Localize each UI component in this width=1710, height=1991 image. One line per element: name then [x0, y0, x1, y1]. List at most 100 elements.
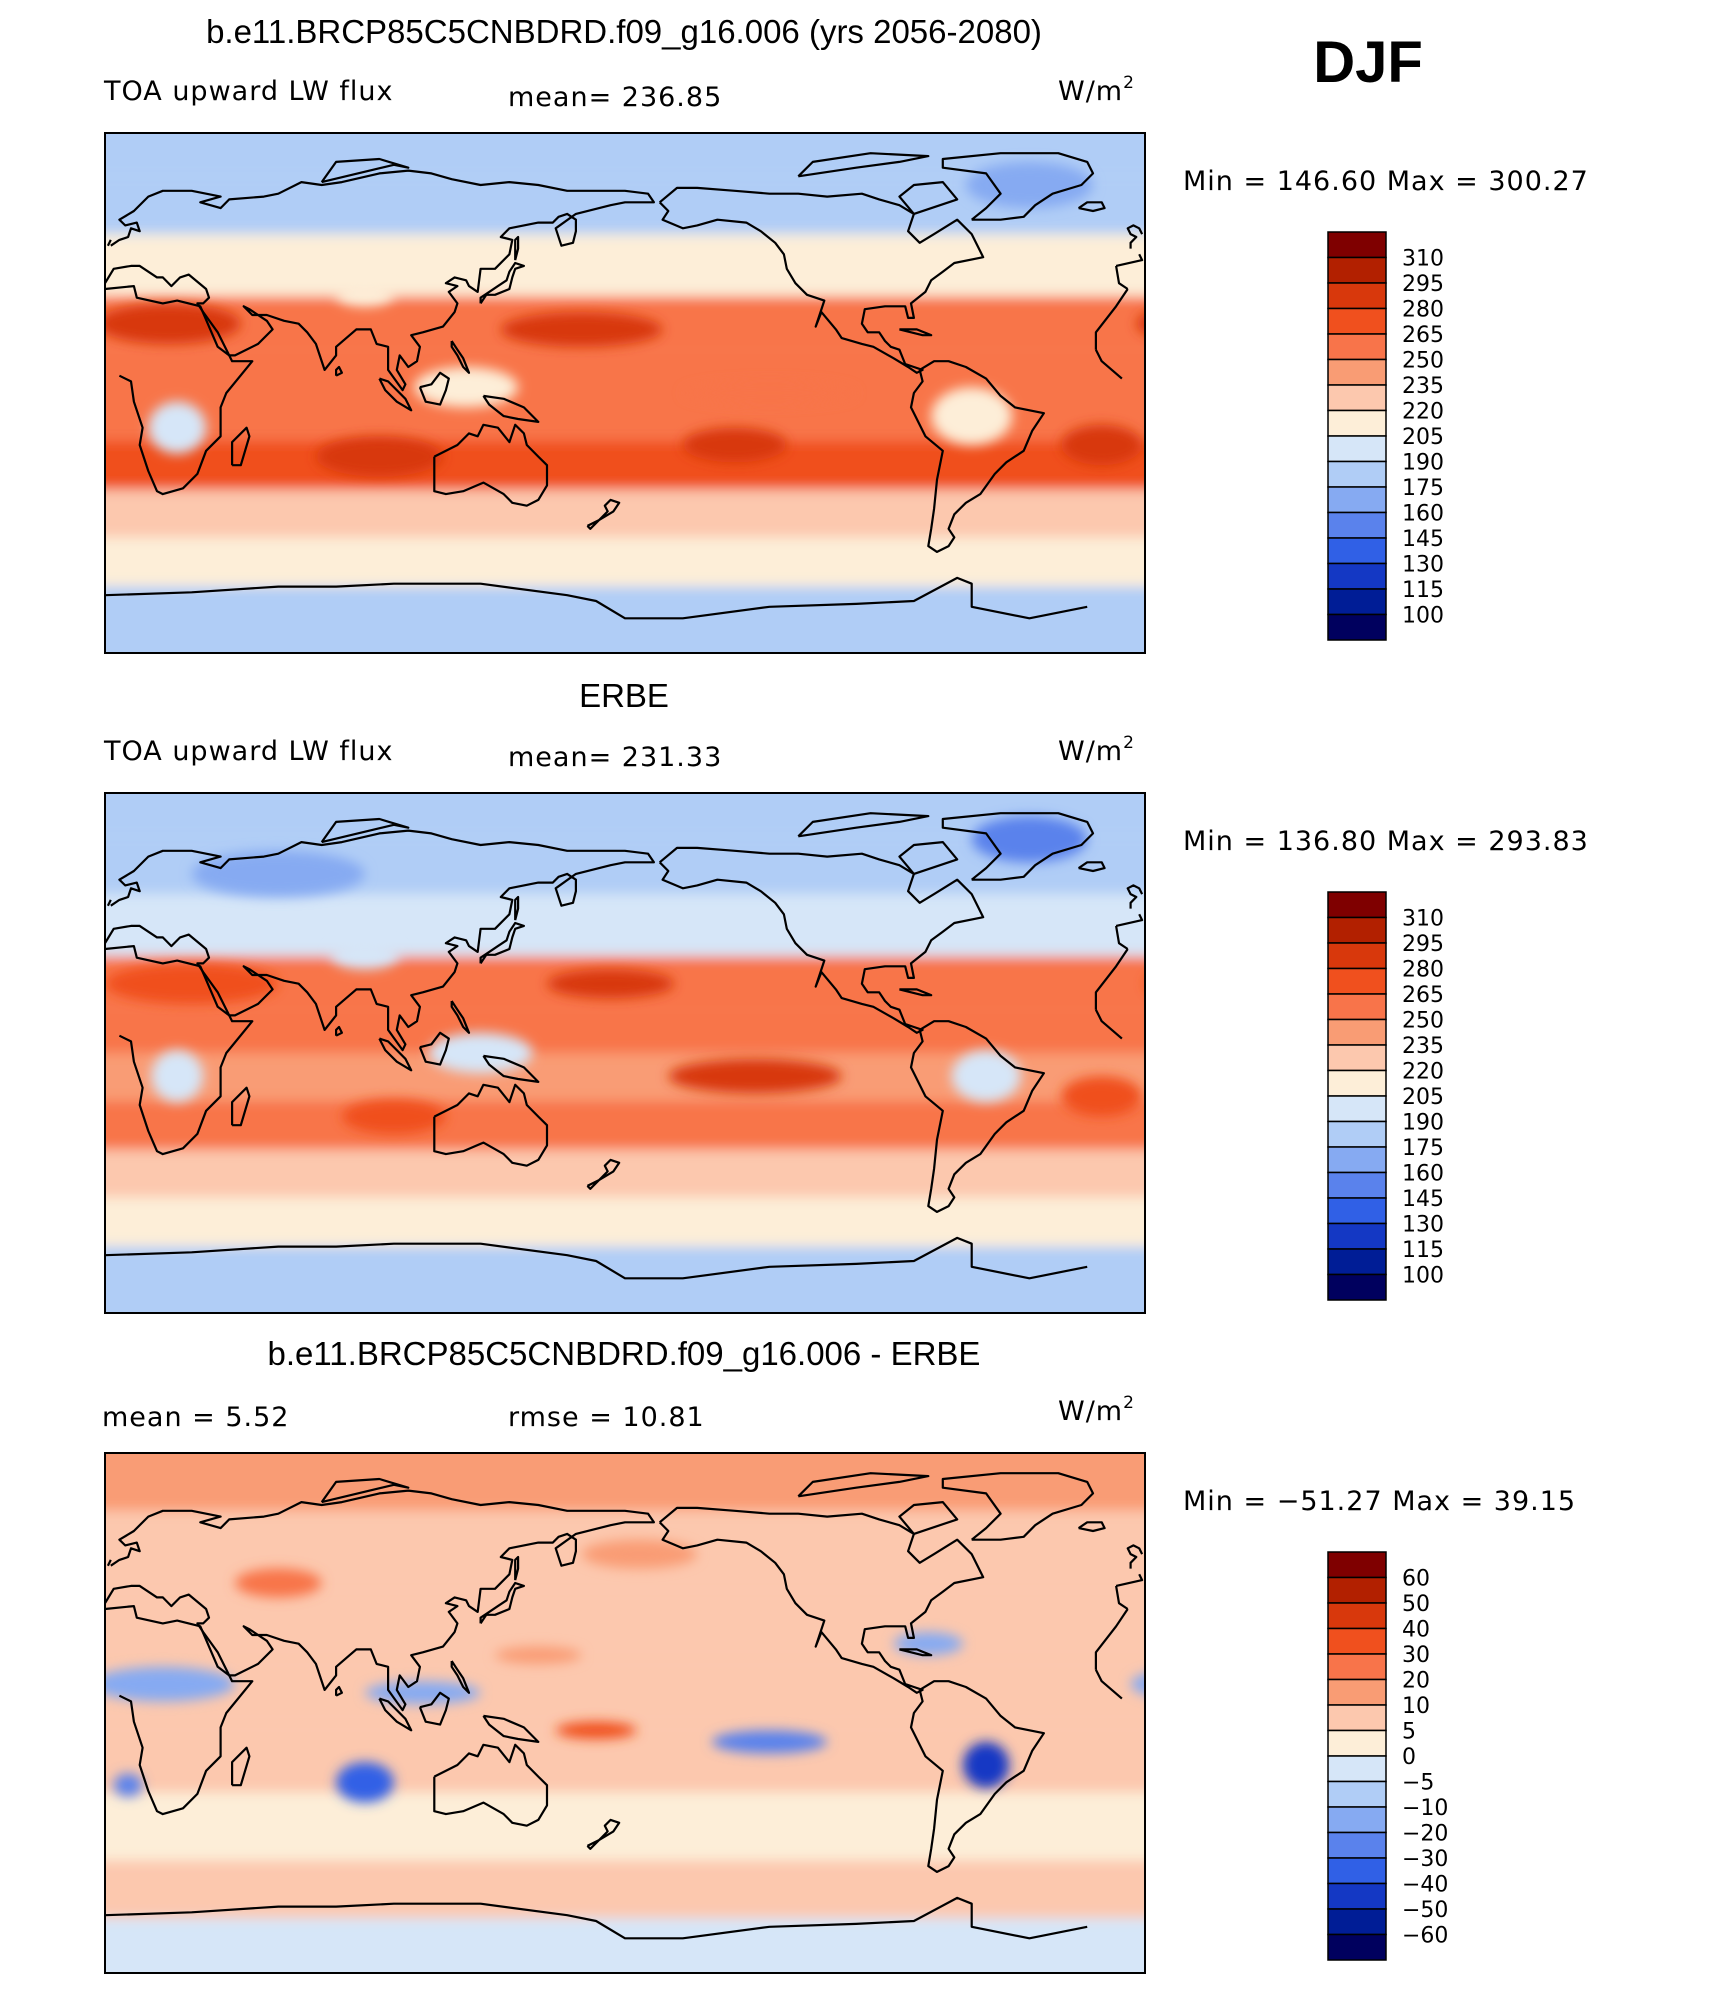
colorbar-tick-label: 5 — [1402, 1720, 1416, 1745]
coastline-arctic_islands — [320, 1477, 410, 1504]
units-prefix: W/m — [1058, 736, 1123, 767]
coastlines — [104, 1472, 1144, 1940]
colorbar-tick-label: 250 — [1402, 1009, 1444, 1034]
coastline-madagascar — [231, 1746, 251, 1787]
colorbar-tick-label: 20 — [1402, 1669, 1430, 1694]
colorbar-swatch — [1327, 1044, 1387, 1072]
coastline-japan — [479, 261, 525, 305]
field-anomaly — [963, 1741, 1010, 1789]
coastline-srilanka — [335, 1685, 343, 1697]
colorbar-swatch — [1327, 1069, 1387, 1097]
colorbar-swatch — [1327, 891, 1387, 919]
units-label: W/m2 — [1058, 733, 1135, 767]
coastline-eurasia — [1115, 1585, 1129, 1610]
rmse-label: rmse = 10.81 — [508, 1402, 705, 1433]
coastline-australia — [433, 1083, 549, 1167]
field-band — [105, 894, 1145, 957]
colorbar-tick-label: −30 — [1402, 1847, 1448, 1872]
coastline-newzealand — [586, 1158, 621, 1190]
colorbar-tick-label: 175 — [1402, 1136, 1444, 1161]
field-band — [105, 489, 1145, 538]
colorbar-swatch — [1327, 1780, 1387, 1808]
colorbar-swatch — [1327, 1882, 1387, 1910]
colorbar-swatch — [1327, 1602, 1387, 1630]
colorbar-swatch — [1327, 1933, 1387, 1961]
colorbar-swatch — [1327, 1222, 1387, 1250]
coastline-sakhalin — [514, 895, 520, 921]
units-label: W/m2 — [1058, 73, 1135, 107]
colorbar-swatch — [1327, 358, 1387, 386]
colorbar-tick-label: 220 — [1402, 400, 1444, 425]
field-anomaly — [971, 816, 1088, 863]
field-anomaly — [428, 1032, 533, 1074]
colorbar-swatch — [1327, 942, 1387, 970]
field-band — [105, 1149, 1145, 1198]
field-band — [105, 440, 1145, 490]
units-prefix: W/m — [1058, 76, 1123, 107]
coastline-cuba — [899, 1648, 933, 1657]
field-band — [105, 234, 1145, 297]
coastline-britain — [106, 1559, 112, 1567]
coastline-srilanka — [335, 1025, 343, 1037]
coastline-eurasia — [1115, 925, 1129, 950]
coastline-australia — [433, 423, 549, 507]
field-anomaly — [336, 1762, 394, 1803]
coastline-britain — [1126, 884, 1144, 909]
map-frame — [104, 792, 1146, 1314]
coastline-southamerica — [909, 1020, 1045, 1213]
coastline-baffin — [898, 841, 959, 875]
mean-label: mean= 231.33 — [508, 742, 722, 773]
coastline-newzealand — [586, 1818, 621, 1850]
coastline-japan — [479, 921, 525, 965]
coastline-borneo — [418, 371, 450, 406]
colorbar-swatch — [1327, 588, 1387, 616]
field-anomaly — [893, 1632, 963, 1656]
coastline-eurasia — [1115, 265, 1129, 290]
colorbar-swatch — [1327, 1653, 1387, 1681]
colorbar-swatch — [1327, 231, 1387, 259]
colorbar-tick-label: 190 — [1402, 451, 1444, 476]
colorbar-swatch — [1327, 460, 1387, 488]
colorbar-swatch — [1327, 993, 1387, 1021]
variable-label: TOA upward LW flux — [103, 736, 394, 767]
colorbar-swatch — [1327, 1576, 1387, 1604]
coastline-newzealand — [586, 498, 621, 530]
colorbar-tick-label: −50 — [1402, 1898, 1448, 1923]
panel-title: b.e11.BRCP85C5CNBDRD.f09_g16.006 (yrs 20… — [206, 13, 1042, 50]
colorbar-tick-label: 205 — [1402, 1085, 1444, 1110]
units-label: W/m2 — [1058, 1393, 1135, 1427]
coastline-eurasia — [104, 1489, 655, 1712]
colorbar-swatch — [1327, 1831, 1387, 1859]
field-anomaly — [1061, 424, 1143, 466]
colorbar-tick-label: 40 — [1402, 1618, 1430, 1643]
field-bands — [105, 1453, 1145, 1973]
coastline-sumatra — [378, 377, 413, 412]
coastline-northamerica — [658, 186, 985, 374]
colorbar-swatch — [1327, 384, 1387, 412]
colorbar-swatch — [1327, 1908, 1387, 1936]
coastline-srilanka — [335, 365, 343, 377]
colorbar-tick-label: 160 — [1402, 502, 1444, 527]
colorbar-tick-label: −5 — [1402, 1771, 1434, 1796]
colorbar-swatch — [1327, 1551, 1387, 1579]
field-anomaly — [682, 381, 857, 405]
colorbar-swatch — [1327, 256, 1387, 284]
colorbar-tick-label: 145 — [1402, 527, 1444, 552]
colorbar-tick-label: 160 — [1402, 1162, 1444, 1187]
colorbar-swatch — [1327, 1120, 1387, 1148]
colorbar: 3102952802652502352202051901751601451301… — [1327, 891, 1444, 1301]
colorbar-swatch — [1327, 486, 1387, 514]
coastline-africa — [1094, 1669, 1123, 1700]
coastline-sakhalin — [514, 1555, 520, 1581]
coastline-philippines — [450, 1660, 471, 1694]
coastline-antarctica — [104, 1896, 1088, 1940]
colorbar-swatch — [1327, 1095, 1387, 1123]
colorbar-tick-label: 50 — [1402, 1592, 1430, 1617]
field-anomaly — [315, 436, 444, 477]
colorbar-swatch — [1327, 1729, 1387, 1757]
map-frame — [104, 132, 1146, 654]
colorbar-tick-label: 130 — [1402, 553, 1444, 578]
coastline-newguinea — [482, 1714, 540, 1743]
